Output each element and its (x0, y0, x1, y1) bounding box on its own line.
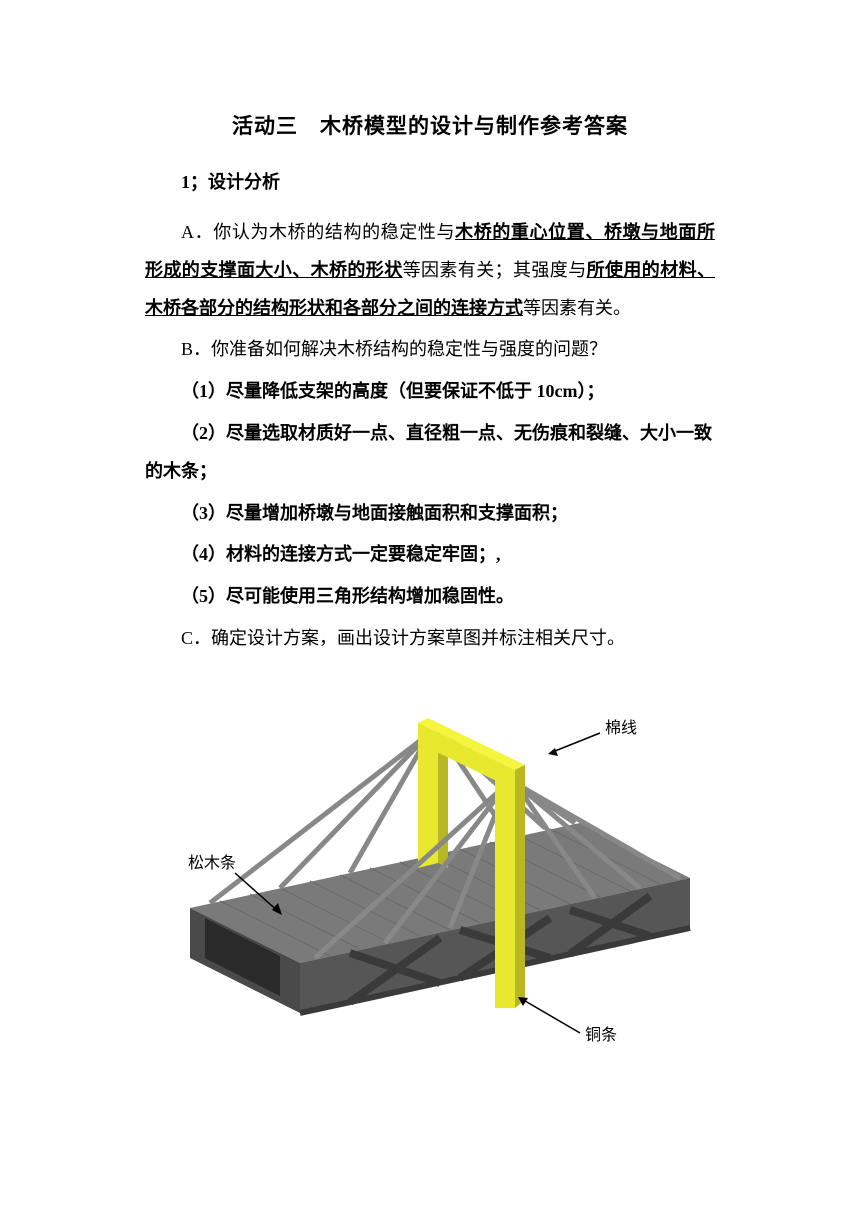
label-cotton-thread: 棉线 (605, 719, 637, 737)
item-c: C．确定设计方案，画出设计方案草图并标注相关尺寸。 (145, 620, 715, 658)
item-b: B．你准备如何解决木桥结构的稳定性与强度的问题？ (145, 331, 715, 369)
item-a-suffix: 等因素有关。 (523, 298, 631, 318)
item-a-prefix: A．你认为木桥的结构的稳定性与 (181, 222, 455, 242)
item-a: A．你认为木桥的结构的稳定性与木桥的重心位置、桥墩与地面所形成的支撑面大小、木桥… (145, 214, 715, 327)
bridge-svg: 棉线 松木条 铜条 (150, 678, 710, 1068)
label-arrow (548, 748, 558, 756)
point-4: （4）材料的连接方式一定要稳定牢固；, (145, 536, 715, 574)
item-a-mid: 等因素有关；其强度与 (403, 260, 587, 280)
tower-front-post-side (515, 765, 525, 1008)
point-1: （1）尽量降低支架的高度（但要保证不低于 10cm）； (145, 373, 715, 411)
page-title: 活动三 木桥模型的设计与制作参考答案 (145, 110, 715, 140)
label-line (520, 998, 580, 1033)
label-pine-strip: 松木条 (188, 854, 236, 872)
label-line (550, 733, 600, 753)
diagram-container: 棉线 松木条 铜条 (145, 678, 715, 1068)
label-copper-strip: 铜条 (585, 1026, 617, 1044)
point-5: （5）尽可能使用三角形结构增加稳固性。 (145, 578, 715, 616)
section-header: 1；设计分析 (145, 168, 715, 194)
point-3: （3）尽量增加桥墩与地面接触面积和支撑面积； (145, 495, 715, 533)
bridge-diagram: 棉线 松木条 铜条 (150, 678, 710, 1068)
point-2: （2）尽量选取材质好一点、直径粗一点、无伤痕和裂缝、大小一致的木条； (145, 415, 715, 491)
tower-front-post (495, 770, 515, 1008)
